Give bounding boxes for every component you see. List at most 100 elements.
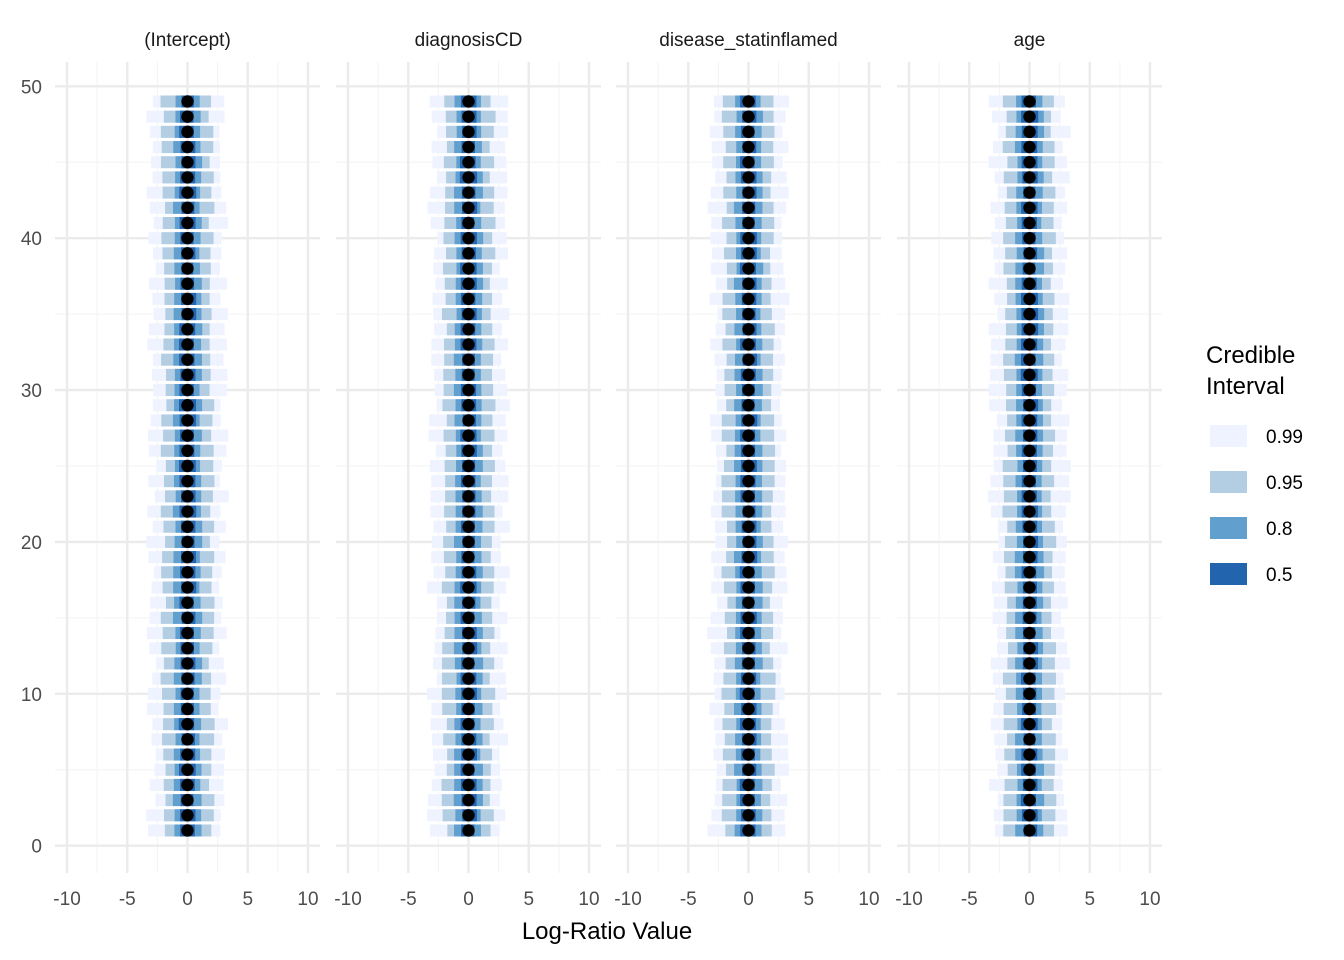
median-point [181, 642, 194, 655]
median-point [181, 323, 194, 336]
x-tick-label: -10 [895, 889, 922, 910]
median-point [742, 323, 755, 336]
x-tick-label: -10 [614, 889, 641, 910]
median-point [1023, 110, 1036, 123]
median-point [742, 505, 755, 518]
median-point [181, 520, 194, 533]
median-point [742, 702, 755, 716]
median-point [742, 277, 755, 290]
median-point [181, 717, 194, 731]
median-point [181, 702, 194, 716]
median-point [1023, 95, 1036, 108]
median-point [1023, 626, 1036, 640]
legend: Credible Interval 0.99 0.95 0.8 0.5 [1206, 342, 1303, 586]
median-point [1023, 490, 1036, 503]
median-point [742, 687, 755, 700]
facet-strip-label: (Intercept) [144, 30, 231, 51]
x-tick-label: 0 [743, 889, 754, 910]
x-tick-label: 5 [242, 889, 253, 910]
median-point [181, 809, 194, 822]
median-point [181, 292, 194, 306]
facet-strip-label: age [1014, 30, 1046, 51]
median-point [1023, 429, 1036, 442]
median-point [462, 231, 475, 245]
y-tick-label: 50 [21, 77, 42, 98]
median-point [462, 307, 475, 321]
median-point [462, 642, 475, 655]
legend-label: 0.95 [1266, 473, 1303, 494]
median-point [742, 429, 755, 442]
median-point [181, 262, 194, 275]
median-point [742, 474, 755, 488]
median-point [181, 95, 194, 108]
y-tick-label: 10 [21, 685, 42, 706]
median-point [462, 444, 475, 457]
y-tick-label: 20 [21, 533, 42, 554]
median-point [181, 277, 194, 290]
median-point [181, 399, 194, 412]
median-point [1023, 672, 1036, 685]
median-point [181, 459, 194, 473]
median-point [1023, 140, 1036, 154]
median-point [462, 414, 475, 427]
median-point [1023, 702, 1036, 716]
median-point [1023, 414, 1036, 427]
median-point [462, 140, 475, 154]
median-point [742, 717, 755, 731]
median-point [181, 490, 194, 503]
median-point [742, 657, 755, 670]
median-point [181, 626, 194, 640]
median-point [181, 596, 194, 609]
y-tick-label: 40 [21, 229, 42, 250]
median-point [1023, 748, 1036, 761]
median-point [462, 778, 475, 792]
facet-panels: (Intercept) -10 -5 0 5 10 diagnosisCD -10 -5 0 5 10… [21, 30, 1162, 910]
legend-key [1210, 517, 1247, 539]
median-point [462, 702, 475, 716]
median-point [742, 535, 755, 549]
median-point [181, 186, 194, 199]
median-point [181, 368, 194, 382]
median-point [742, 763, 755, 776]
median-point [1023, 535, 1036, 549]
median-point [1023, 353, 1036, 366]
median-point [742, 550, 755, 564]
median-point [742, 292, 755, 306]
median-point [1023, 323, 1036, 336]
x-tick-label: 0 [463, 889, 474, 910]
x-tick-label: -10 [53, 889, 80, 910]
median-point [462, 95, 475, 108]
median-point [1023, 763, 1036, 776]
median-point [1023, 277, 1036, 290]
median-point [742, 231, 755, 245]
median-point [462, 383, 475, 397]
median-point [1023, 201, 1036, 214]
median-point [462, 520, 475, 533]
median-point [1023, 520, 1036, 533]
median-point [742, 642, 755, 655]
legend-key [1210, 471, 1247, 493]
median-point [181, 581, 194, 594]
median-point [1023, 156, 1036, 169]
median-point [181, 474, 194, 488]
median-point [462, 490, 475, 503]
x-tick-label: 5 [803, 889, 814, 910]
median-point [462, 338, 475, 351]
median-point [742, 672, 755, 685]
median-point [742, 338, 755, 351]
median-point [742, 793, 755, 807]
facet-panel: disease_statinflamed -10 -5 0 5 10 [614, 30, 881, 910]
median-point [462, 505, 475, 518]
median-point [742, 201, 755, 214]
median-point [462, 429, 475, 442]
median-point [462, 824, 475, 837]
median-point [1023, 778, 1036, 792]
x-tick-label: -5 [961, 889, 978, 910]
median-point [1023, 809, 1036, 822]
median-point [742, 110, 755, 123]
median-point [181, 125, 194, 139]
x-tick-label: -10 [334, 889, 361, 910]
median-point [181, 110, 194, 123]
x-tick-label: 5 [523, 889, 534, 910]
